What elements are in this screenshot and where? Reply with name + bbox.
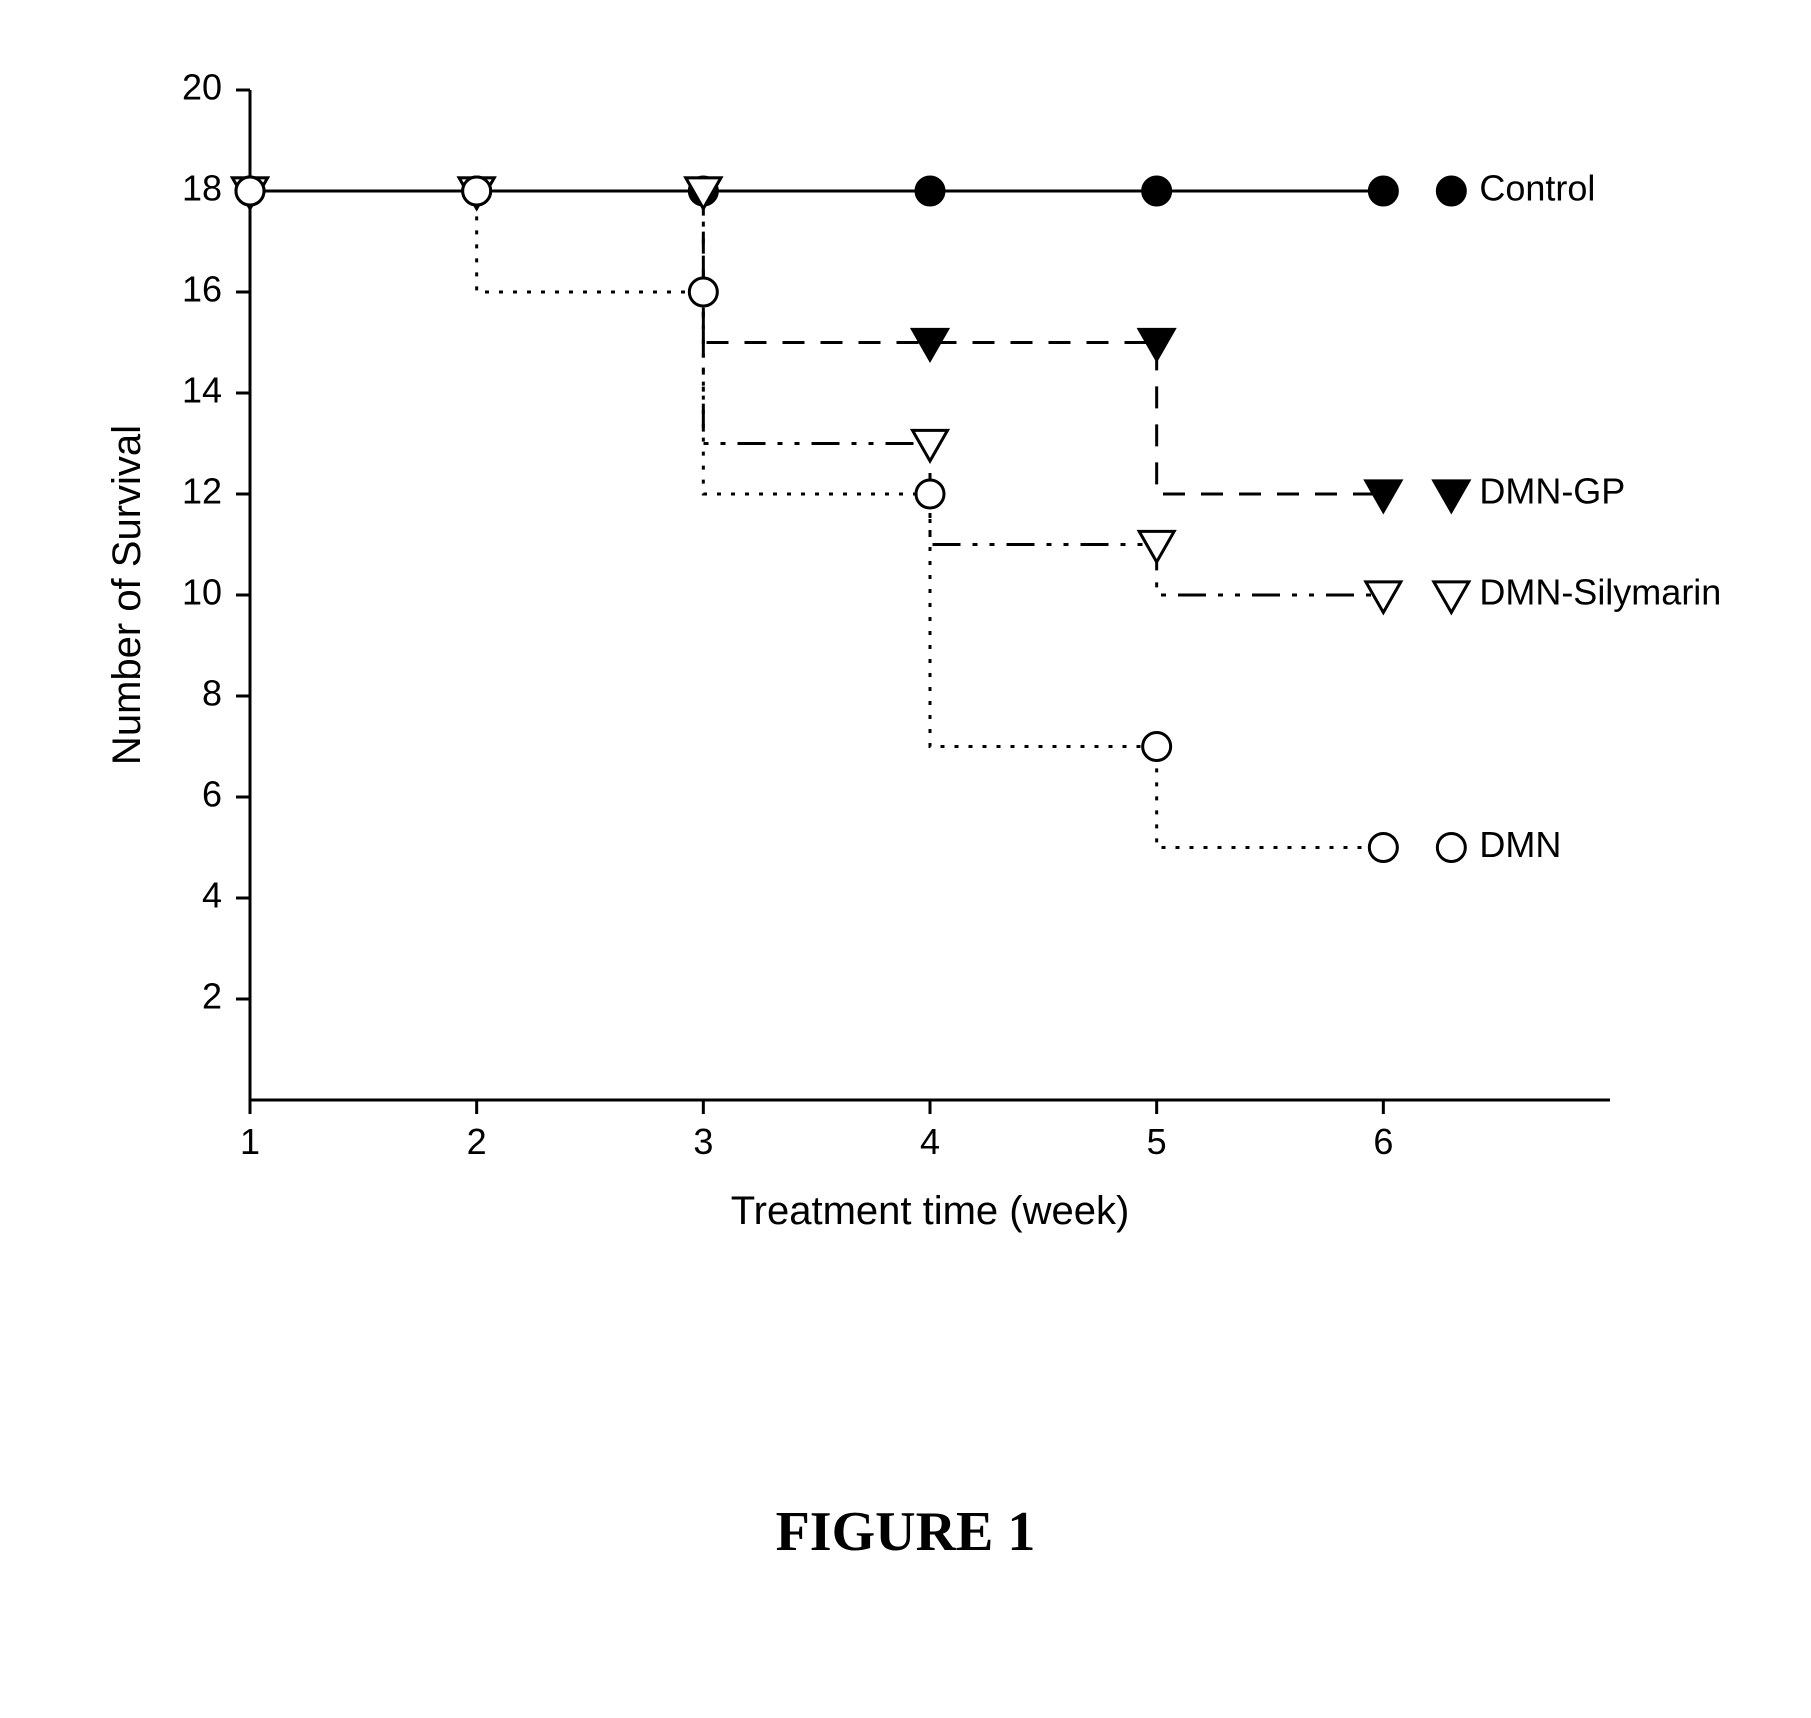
marker-triangle-down-open xyxy=(1366,582,1401,613)
y-tick-label: 12 xyxy=(182,471,222,512)
marker-triangle-down-filled xyxy=(1366,481,1401,512)
y-tick-label: 14 xyxy=(182,370,222,411)
x-tick-label: 4 xyxy=(920,1121,940,1162)
marker-triangle-down-open xyxy=(1434,582,1469,613)
x-tick-label: 1 xyxy=(240,1121,260,1162)
marker-circle-open xyxy=(916,480,944,508)
marker-circle-open xyxy=(463,177,491,205)
legend-label-DMN: DMN xyxy=(1479,824,1561,865)
marker-circle-open xyxy=(236,177,264,205)
x-tick-label: 5 xyxy=(1147,1121,1167,1162)
y-axis-label: Number of Survival xyxy=(105,425,149,765)
survival-chart: 2468101214161820123456Number of Survival… xyxy=(0,0,1811,1300)
marker-circle-filled xyxy=(1369,177,1397,205)
legend-label-DMN-GP: DMN-GP xyxy=(1479,471,1625,512)
legend-label-DMN-Silymarin: DMN-Silymarin xyxy=(1479,572,1721,613)
y-tick-label: 4 xyxy=(202,875,222,916)
marker-triangle-down-filled xyxy=(913,329,948,360)
y-tick-label: 8 xyxy=(202,673,222,714)
page-container: 2468101214161820123456Number of Survival… xyxy=(0,0,1811,1718)
marker-triangle-down-filled xyxy=(1434,481,1469,512)
y-tick-label: 2 xyxy=(202,976,222,1017)
marker-triangle-down-open xyxy=(913,430,948,461)
marker-triangle-down-open xyxy=(1139,531,1174,562)
series-line-DMN-GP xyxy=(250,191,1383,494)
series-line-DMN-Silymarin xyxy=(250,191,1383,595)
x-tick-label: 3 xyxy=(693,1121,713,1162)
legend-label-Control: Control xyxy=(1479,168,1595,209)
y-tick-label: 20 xyxy=(182,67,222,108)
y-tick-label: 16 xyxy=(182,269,222,310)
marker-circle-filled xyxy=(1437,177,1465,205)
marker-circle-open xyxy=(1143,733,1171,761)
y-tick-label: 6 xyxy=(202,774,222,815)
series-line-DMN xyxy=(250,191,1383,848)
marker-circle-open xyxy=(1369,834,1397,862)
marker-circle-open xyxy=(1437,834,1465,862)
y-tick-label: 10 xyxy=(182,572,222,613)
marker-circle-filled xyxy=(916,177,944,205)
marker-triangle-down-filled xyxy=(1139,329,1174,360)
x-tick-label: 6 xyxy=(1373,1121,1393,1162)
marker-circle-open xyxy=(689,278,717,306)
marker-circle-filled xyxy=(1143,177,1171,205)
y-tick-label: 18 xyxy=(182,168,222,209)
x-tick-label: 2 xyxy=(467,1121,487,1162)
x-axis-label: Treatment time (week) xyxy=(731,1189,1130,1233)
figure-caption: FIGURE 1 xyxy=(0,1500,1811,1564)
